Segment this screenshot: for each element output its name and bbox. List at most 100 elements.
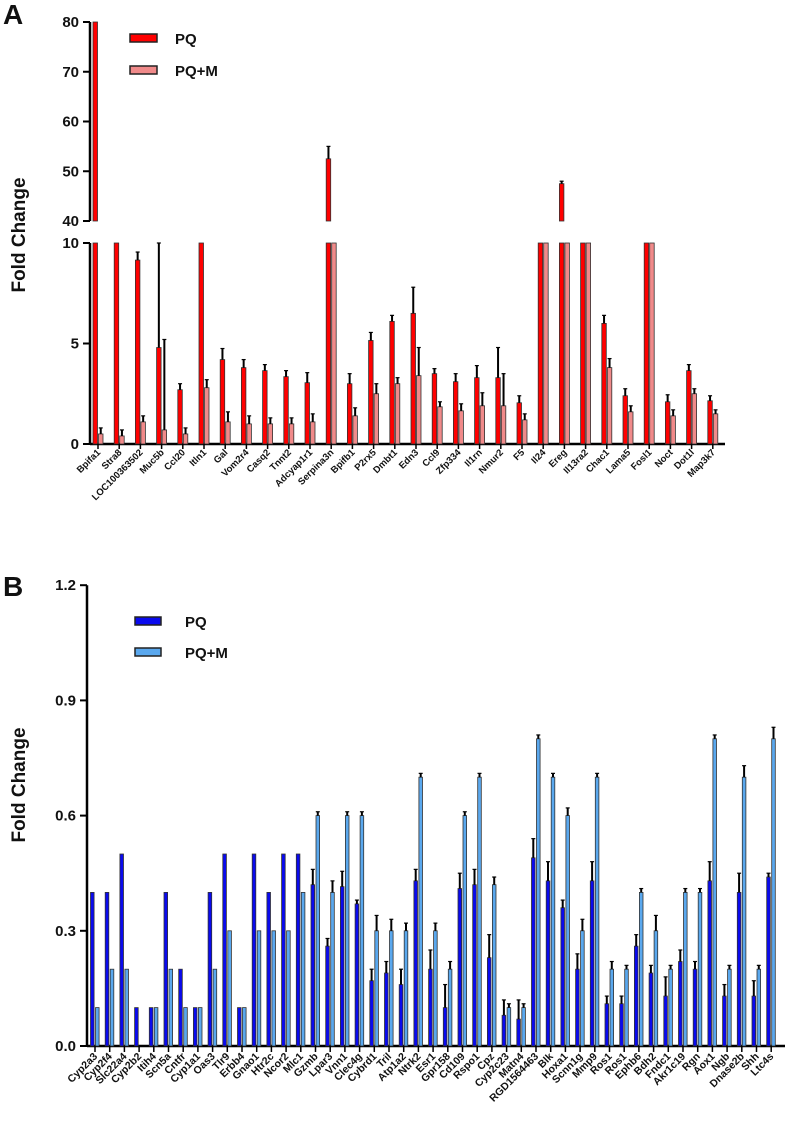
x-tick-label: Bpifa1 [75, 447, 104, 476]
bar-pq-m [310, 421, 316, 445]
y-tick-label: 5 [71, 336, 79, 353]
bar-pq [368, 340, 374, 445]
y-tick-label: 0.3 [55, 923, 76, 940]
bar-pq [431, 373, 438, 445]
panel-b-letter: B [3, 571, 23, 602]
bar-pq-m [197, 1007, 203, 1047]
bar-pq-m [771, 738, 776, 1047]
bar-pq [589, 880, 595, 1047]
bar-pq [113, 242, 120, 445]
bar-pq-m [373, 393, 380, 445]
bar-pq [501, 1014, 507, 1047]
bar-pq-m [653, 930, 659, 1047]
bar-pq-m [606, 367, 613, 445]
bar-pq-m [418, 776, 423, 1047]
bar-pq [531, 857, 536, 1047]
panel-b-y-axis-label: Fold Change [9, 727, 30, 842]
bar-pq-m [741, 776, 747, 1047]
bar-pq [354, 903, 360, 1047]
x-tick-label: Il24 [529, 447, 548, 466]
bar-pq-upper [92, 21, 98, 222]
bar-pq [104, 892, 110, 1047]
legend-label: PQ [185, 614, 207, 631]
bar-pq-m [756, 968, 761, 1047]
x-tick-label: Noct [653, 447, 676, 470]
bar-pq [346, 383, 353, 445]
bar-pq-m [416, 375, 422, 445]
bar-pq-m [256, 930, 262, 1047]
bar-pq [281, 853, 286, 1047]
bar-pq-m [140, 421, 146, 445]
bar-pq [560, 907, 565, 1047]
bar-pq-m [500, 405, 507, 445]
legend-swatch [129, 65, 158, 75]
x-tick-label: Bpifb1 [329, 447, 358, 476]
bar-pq [648, 972, 654, 1047]
bar-pq-m [246, 423, 252, 445]
bar-pq [601, 322, 607, 445]
bar-pq-m [267, 423, 274, 445]
bar-pq-m [153, 1007, 159, 1047]
bar-pq-m [286, 930, 291, 1047]
bar-pq [410, 312, 416, 445]
bar-pq [177, 389, 183, 445]
bar-pq [310, 884, 315, 1047]
bar-pq-m [331, 242, 337, 445]
bar-pq-m [359, 815, 365, 1047]
bar-pq-m [564, 242, 570, 445]
bar-pq-m [437, 406, 443, 445]
bar-pq [240, 367, 247, 445]
bar-pq-m [124, 968, 129, 1047]
bar-pq [163, 892, 168, 1047]
bar-pq-m [458, 410, 464, 445]
bar-pq [736, 892, 742, 1047]
bar-pq-m [712, 738, 717, 1047]
bar-pq [428, 968, 433, 1047]
bar-pq-m [521, 1007, 526, 1047]
x-tick-label: Dmbt1 [371, 447, 400, 476]
bar-pq [148, 1007, 154, 1047]
bar-pq-m [352, 415, 358, 445]
x-tick-label: Casq2 [245, 447, 273, 475]
bar-pq-m [536, 738, 541, 1047]
x-tick-label: Muc5b [138, 447, 167, 476]
bar-pq-m [98, 433, 104, 445]
legend-swatch [134, 616, 162, 626]
y-tick-label: 40 [62, 213, 79, 230]
bar-pq [604, 1003, 609, 1047]
bar-pq [575, 968, 580, 1047]
bar-pq-m [315, 815, 320, 1047]
bar-pq-m [565, 815, 570, 1047]
bar-pq [678, 961, 683, 1047]
bar-pq [634, 945, 639, 1047]
bar-pq-m [204, 387, 210, 445]
bar-pq [580, 242, 586, 445]
bar-pq-m [183, 1007, 188, 1047]
bar-pq-m [491, 884, 497, 1047]
bar-pq-m [697, 892, 703, 1047]
bar-pq-m [433, 930, 438, 1047]
x-tick-label: F5 [511, 447, 527, 463]
bar-pq [219, 359, 226, 445]
bar-pq-m [624, 968, 629, 1047]
bar-pq-m [95, 1007, 100, 1047]
bar-pq-m [462, 815, 467, 1047]
y-tick-label: 10 [62, 235, 79, 252]
bar-pq-upper [325, 158, 332, 222]
bar-pq-m [330, 892, 335, 1047]
bar-pq-m [543, 242, 549, 445]
bar-pq [237, 1007, 242, 1047]
bar-pq-m [109, 968, 115, 1047]
y-tick-label: 60 [62, 114, 79, 131]
bar-pq-m [522, 419, 528, 445]
y-tick-label: 0.0 [55, 1038, 76, 1055]
y-tick-label: 0.6 [55, 808, 76, 825]
panel-b-chart: 0.00.30.60.91.2Cyp2a3Cyp2f4Slc22a4Cyp2b2… [55, 577, 785, 1105]
bar-pq-m [477, 776, 482, 1047]
bar-pq-m [119, 435, 125, 445]
bar-pq-m [550, 776, 556, 1047]
bar-pq [766, 876, 771, 1047]
bar-pq [198, 242, 204, 445]
bar-pq [452, 381, 459, 445]
